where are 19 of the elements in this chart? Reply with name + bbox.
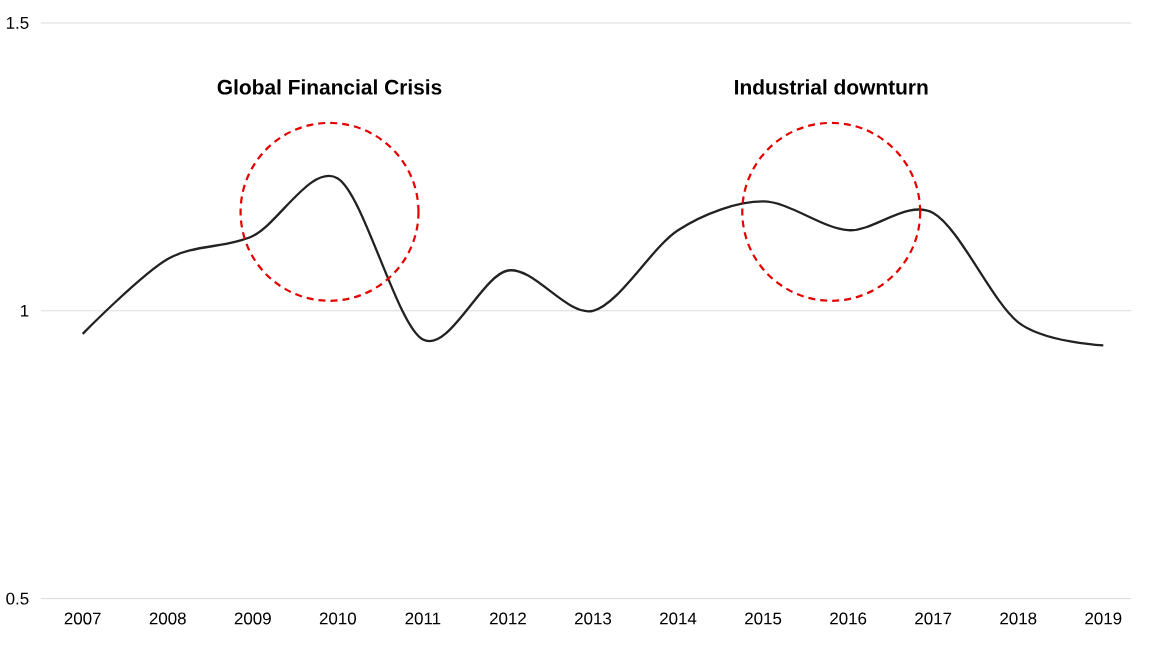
y-tick-label: 1.5: [6, 17, 29, 30]
x-tick-label: 2013: [575, 612, 612, 625]
line-series: [81, 176, 1105, 347]
x-tick-label: 2012: [489, 612, 526, 625]
x-tick-label: 2007: [64, 612, 101, 625]
annotation: Industrial downturn: [735, 79, 928, 95]
x-tick-label: 2019: [1085, 612, 1122, 625]
x-tick-label: 2008: [149, 612, 186, 625]
y-tick-label: 0.5: [6, 592, 29, 605]
x-tick-label: 2018: [1000, 612, 1037, 625]
x-tick-label: 2015: [745, 612, 782, 625]
annotation: Global Financial Crisis: [217, 79, 442, 95]
x-tick-label: 2016: [830, 612, 867, 625]
x-tick-label: 2010: [319, 612, 356, 625]
y-tick-label: 1: [21, 305, 29, 317]
x-tick-label: 2014: [660, 612, 697, 625]
x-tick-label: 2017: [915, 612, 952, 625]
x-tick-label: 2011: [405, 612, 441, 625]
x-tick-label: 2009: [234, 612, 271, 625]
